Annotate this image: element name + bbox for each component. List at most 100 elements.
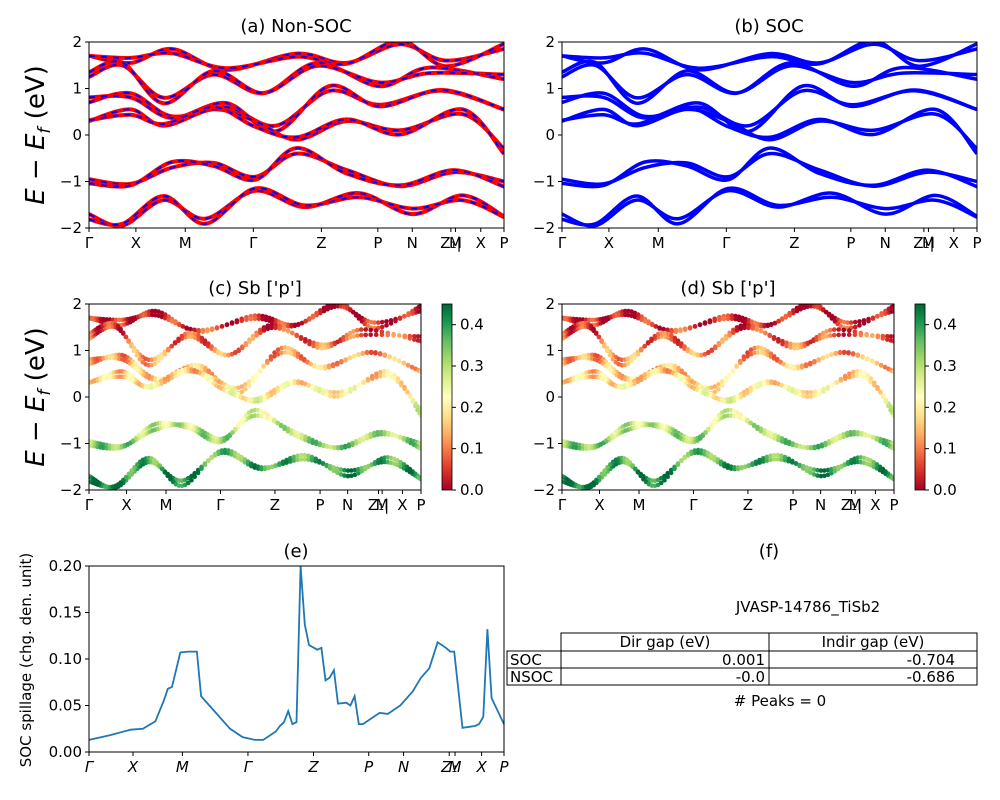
panel-d-scatter-point [745, 350, 750, 355]
panel-c-scatter-point [262, 465, 268, 470]
panel-d-scatter-point [751, 423, 757, 429]
panel-d-scatter-point [818, 473, 824, 479]
panel-b-xtick-label: X [949, 234, 959, 252]
table-subtitle: JVASP-14786_TiSb2 [735, 598, 880, 617]
panel-c-scatter-point [339, 444, 344, 450]
panel-c-scatter-point [233, 350, 238, 356]
panel-d-scatter-point [725, 316, 731, 322]
panel-c-scatter-point [361, 379, 366, 385]
panel-d-scatter-point [891, 413, 894, 418]
panel-c-scatter-point [374, 371, 379, 377]
panel-b-band-line [562, 151, 977, 188]
panel-c-scatter-point [320, 390, 326, 396]
panel-c-scatter-point [343, 357, 349, 363]
panel-e-xtick-label: Γ [244, 758, 254, 776]
panel-d-scatter-point [866, 318, 871, 324]
panel-c-scatter-point [315, 341, 320, 347]
panel-c-scatter-point [199, 466, 204, 472]
panel-c-scatter-point [328, 389, 333, 395]
panel-c-scatter-point [289, 431, 294, 436]
panel-d-scatter-point [812, 360, 817, 365]
panel-c-scatter-point [389, 375, 394, 380]
panel-d-scatter-point [798, 306, 803, 312]
panel-d-scatter-point [679, 458, 684, 464]
panel-c-scatter-point [351, 329, 356, 334]
panel-d-scatter-point [824, 334, 829, 339]
panel-d-scatter-point [858, 373, 864, 379]
panel-a-band-line-red [89, 188, 504, 228]
panel-c-scatter-point [381, 373, 387, 379]
panel-c-scatter-point [395, 376, 401, 381]
panel-d-scatter-point [709, 385, 714, 391]
panel-c-scatter-point [335, 390, 341, 395]
panel-d-ytick-label: 2 [545, 295, 555, 313]
panel-c-scatter-point [385, 332, 391, 338]
panel-c-scatter-point [152, 361, 158, 366]
panel-c-scatter-point [373, 332, 379, 338]
panel-c-scatter-point [269, 464, 275, 470]
panel-c-scatter-point [165, 473, 170, 479]
panel-d-scatter-point [820, 330, 826, 336]
panel-d-scatter-point [752, 345, 757, 351]
panel-d-scatter-point [687, 325, 693, 330]
panel-c-scatter-point [396, 358, 402, 364]
panel-c-scatter-point [303, 318, 308, 324]
panel-c-scatter-point [393, 433, 399, 439]
panel-c-scatter-point [292, 379, 298, 384]
panel-c-scatter-point [273, 325, 278, 331]
panel-c-scatter-point [365, 376, 371, 382]
panel-c-scatter-point [353, 313, 359, 318]
panel-c-scatter-point [275, 385, 281, 391]
panel-c-scatter-point [345, 468, 351, 473]
panel-d-scatter-point [880, 333, 886, 339]
panel-d-scatter-point [858, 332, 864, 338]
panel-c-scatter-point [319, 345, 324, 351]
panel-c-scatter-point [258, 330, 263, 336]
panel-c-scatter-point [235, 452, 241, 458]
panel-a-band-line-blue-dashed [89, 187, 504, 226]
panel-d-scatter-point [878, 389, 883, 395]
panel-c-scatter-point [335, 470, 340, 476]
panel-c-scatter-point [294, 332, 300, 338]
panel-c-scatter-point [386, 430, 391, 436]
panel-c-scatter-point [239, 454, 244, 460]
panel-c-scatter-point [309, 454, 315, 460]
panel-e-title: (e) [283, 541, 308, 562]
panel-c-scatter-point [296, 434, 301, 440]
panel-c-scatter-point [324, 388, 330, 394]
panel-d-scatter-point [782, 454, 788, 460]
panel-d-scatter-point [607, 352, 613, 358]
panel-c-scatter-point [306, 316, 312, 321]
panel-c-scatter-point [315, 365, 321, 371]
panel-c-scatter-point [353, 439, 359, 444]
panel-d-scatter-point [776, 434, 781, 440]
panel-b-band-line [562, 42, 977, 72]
panel-d-scatter-point [750, 326, 755, 331]
panel-d-scatter-point [739, 465, 744, 470]
panel-c-scatter-point [235, 422, 241, 428]
panel-d-scatter-point [870, 316, 876, 321]
panel-d-scatter-point [792, 342, 797, 347]
panel-d-scatter-point [844, 430, 850, 436]
panel-c-scatter-point [265, 391, 271, 397]
panel-f-title: (f) [759, 541, 779, 562]
table-row-nsoc-dir: -0.0 [736, 668, 765, 686]
panel-d-scatter-point [852, 319, 858, 325]
panel-a-band-line-blue-dashed [89, 43, 504, 71]
panel-d-scatter-point [765, 433, 771, 438]
panel-c-scatter-point [288, 459, 293, 464]
panel-d-scatter-point [775, 452, 781, 458]
panel-d-scatter-point [800, 464, 806, 469]
panel-d-scatter-point [891, 304, 894, 309]
panel-d-scatter-point [788, 365, 793, 371]
panel-d-scatter-point [716, 342, 722, 348]
panel-c-scatter-point [342, 473, 347, 478]
panel-c-scatter-point [295, 453, 300, 459]
panel-c-scatter-point [209, 326, 215, 332]
panel-d-scatter-point [727, 333, 732, 338]
panel-c-scatter-point [296, 431, 301, 436]
panel-d-scatter-point [792, 345, 797, 351]
panel-d-scatter-point [878, 438, 883, 444]
panel-b-xtick-label: X [604, 234, 614, 252]
panel-d-scatter-point [685, 347, 691, 352]
